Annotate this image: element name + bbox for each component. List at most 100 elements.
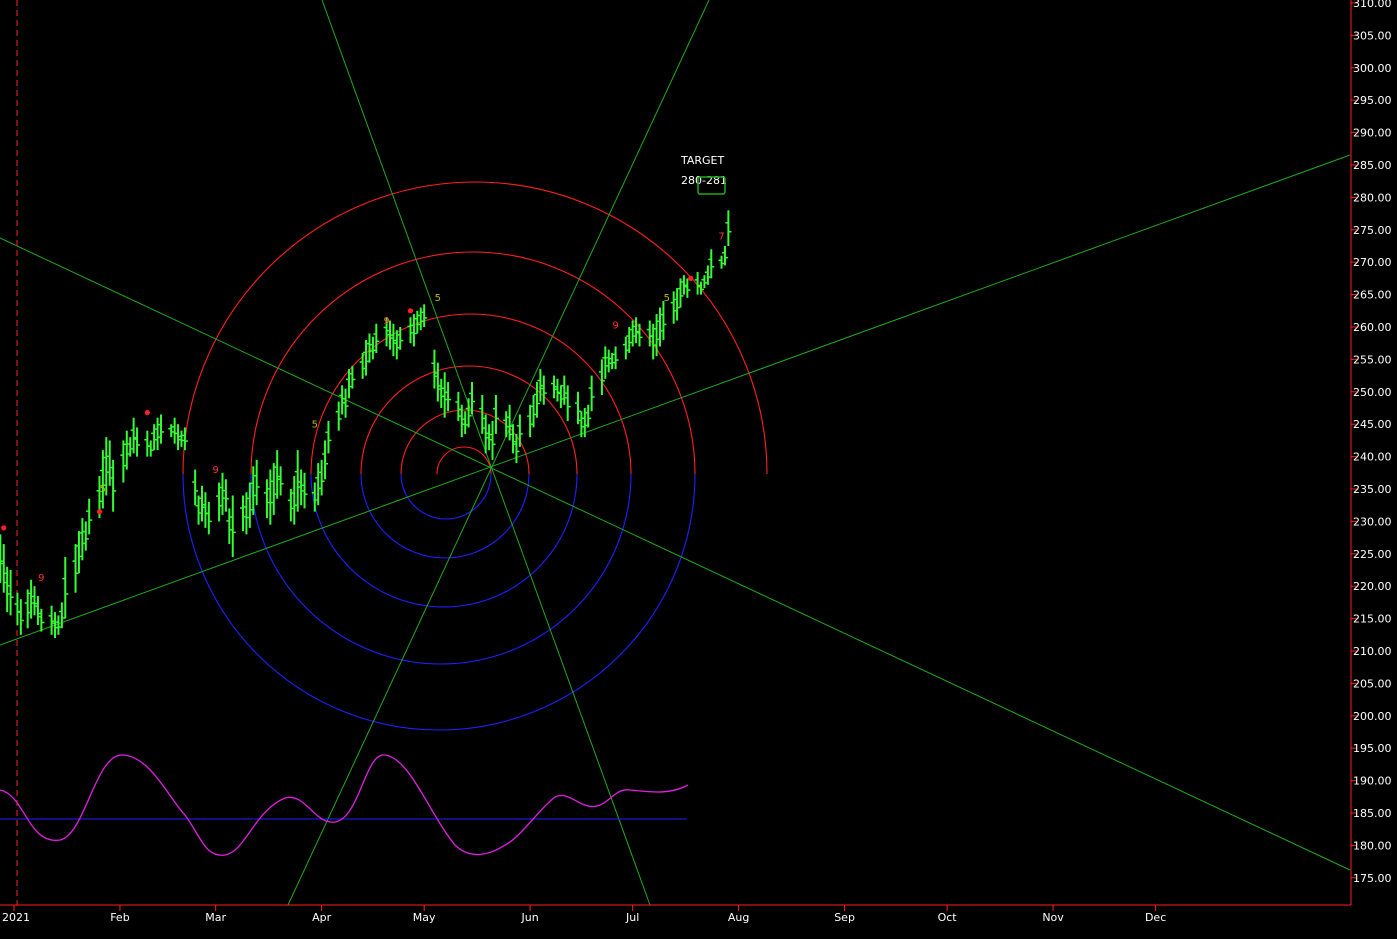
sequential-count: 5 (435, 293, 441, 304)
price-bar (318, 459, 325, 496)
price-bar (301, 472, 308, 509)
price-bar (725, 210, 732, 246)
target-annotation: TARGET 280-281 (680, 154, 727, 195)
spiral-arc-6 (310, 473, 578, 608)
price-bar (465, 398, 472, 428)
y-tick-label: 300.00 (1353, 62, 1392, 75)
price-bars (0, 210, 732, 639)
y-tick-label: 200.00 (1353, 710, 1392, 723)
spiral-arc-10 (182, 473, 696, 731)
price-bar (7, 570, 14, 616)
y-tick-label: 210.00 (1353, 645, 1392, 658)
price-bar (192, 469, 199, 506)
sequential-count: 9 (383, 316, 389, 327)
y-tick-label: 205.00 (1353, 677, 1392, 690)
price-bar (698, 281, 705, 295)
price-bar (564, 385, 571, 421)
price-bar (277, 466, 284, 496)
y-tick-label: 265.00 (1353, 289, 1392, 302)
sequential-dot (1, 525, 7, 531)
x-tick-label: 2021 (2, 911, 30, 924)
y-tick-label: 285.00 (1353, 159, 1392, 172)
sequential-dot (688, 275, 694, 281)
target-range: 280-281 (681, 174, 727, 187)
time-axis: 2021 Feb Mar Apr May Jun Jul Aug Sep Oct Nov Dec (2, 905, 1166, 924)
y-tick-label: 290.00 (1353, 127, 1392, 140)
price-bar (181, 427, 188, 451)
price-bar (157, 414, 164, 444)
y-tick-label: 180.00 (1353, 839, 1392, 852)
price-bar (540, 375, 547, 405)
price-bar (684, 278, 691, 298)
spiral-arc-9 (250, 251, 696, 475)
y-tick-label: 185.00 (1353, 807, 1392, 820)
price-bar (397, 327, 404, 350)
y-tick-label: 270.00 (1353, 256, 1392, 269)
price-bar (585, 404, 592, 428)
price-bar (636, 323, 643, 347)
price-bar (325, 420, 332, 454)
price-bar (349, 365, 356, 389)
sequential-count-labels: 9 5 9 5 9 5 9 5 7 (1, 232, 725, 584)
y-tick-label: 275.00 (1353, 224, 1392, 237)
price-bar (489, 420, 496, 460)
sequential-count: 7 (718, 232, 724, 243)
price-bar (110, 459, 117, 512)
price-bar (677, 278, 684, 308)
trend-line-rising (0, 154, 1351, 646)
y-tick-label: 225.00 (1353, 548, 1392, 561)
spiral-arc-5 (360, 365, 578, 475)
x-tick-label: Nov (1042, 911, 1064, 924)
spiral-overlay (182, 181, 768, 731)
price-bar (660, 301, 667, 340)
price-bar (38, 608, 45, 632)
spiral-arc-4 (360, 473, 530, 559)
x-tick-label: Dec (1145, 911, 1166, 924)
trend-line-falling (0, 237, 1351, 871)
sequential-count: 9 (38, 573, 44, 584)
y-tick-label: 260.00 (1353, 321, 1392, 334)
price-bar (62, 557, 69, 619)
x-tick-label: Aug (728, 911, 749, 924)
price-bar (86, 498, 93, 535)
y-tick-label: 235.00 (1353, 483, 1392, 496)
x-tick-label: May (413, 911, 436, 924)
price-bar (516, 414, 523, 447)
price-bar (335, 401, 342, 431)
y-tick-label: 295.00 (1353, 94, 1392, 107)
oscillator-line (0, 754, 689, 856)
spiral-arc-1 (436, 446, 492, 475)
oscillator-pane (0, 754, 689, 856)
trend-line-steep-up (287, 0, 710, 906)
y-tick-label: 175.00 (1353, 872, 1392, 885)
x-tick-label: Mar (205, 911, 226, 924)
x-tick-label: Jul (625, 911, 639, 924)
target-box (697, 176, 726, 195)
price-bar (322, 440, 329, 480)
y-tick-label: 240.00 (1353, 451, 1392, 464)
price-bar (612, 346, 619, 370)
price-bar (17, 599, 24, 635)
price-bar (445, 382, 452, 412)
price-bar (513, 433, 520, 464)
price-bar (253, 459, 260, 506)
price-bar (82, 521, 89, 551)
price-bar (708, 249, 715, 279)
spiral-arc-11 (182, 181, 768, 475)
price-bar (588, 375, 595, 412)
price-axis: 310.00 305.00 300.00 295.00 290.00 285.00 280.… (1351, 0, 1392, 885)
y-tick-label: 255.00 (1353, 353, 1392, 366)
y-tick-label: 305.00 (1353, 29, 1392, 42)
x-tick-label: Oct (938, 911, 958, 924)
y-tick-label: 250.00 (1353, 386, 1392, 399)
trend-lines (0, 0, 1351, 906)
price-bar (721, 246, 728, 266)
price-bar (421, 304, 428, 327)
sequential-count: 9 (212, 465, 218, 476)
y-tick-label: 310.00 (1353, 0, 1392, 10)
y-tick-label: 230.00 (1353, 515, 1392, 528)
y-tick-label: 215.00 (1353, 613, 1392, 626)
sequential-count: 5 (312, 419, 318, 430)
